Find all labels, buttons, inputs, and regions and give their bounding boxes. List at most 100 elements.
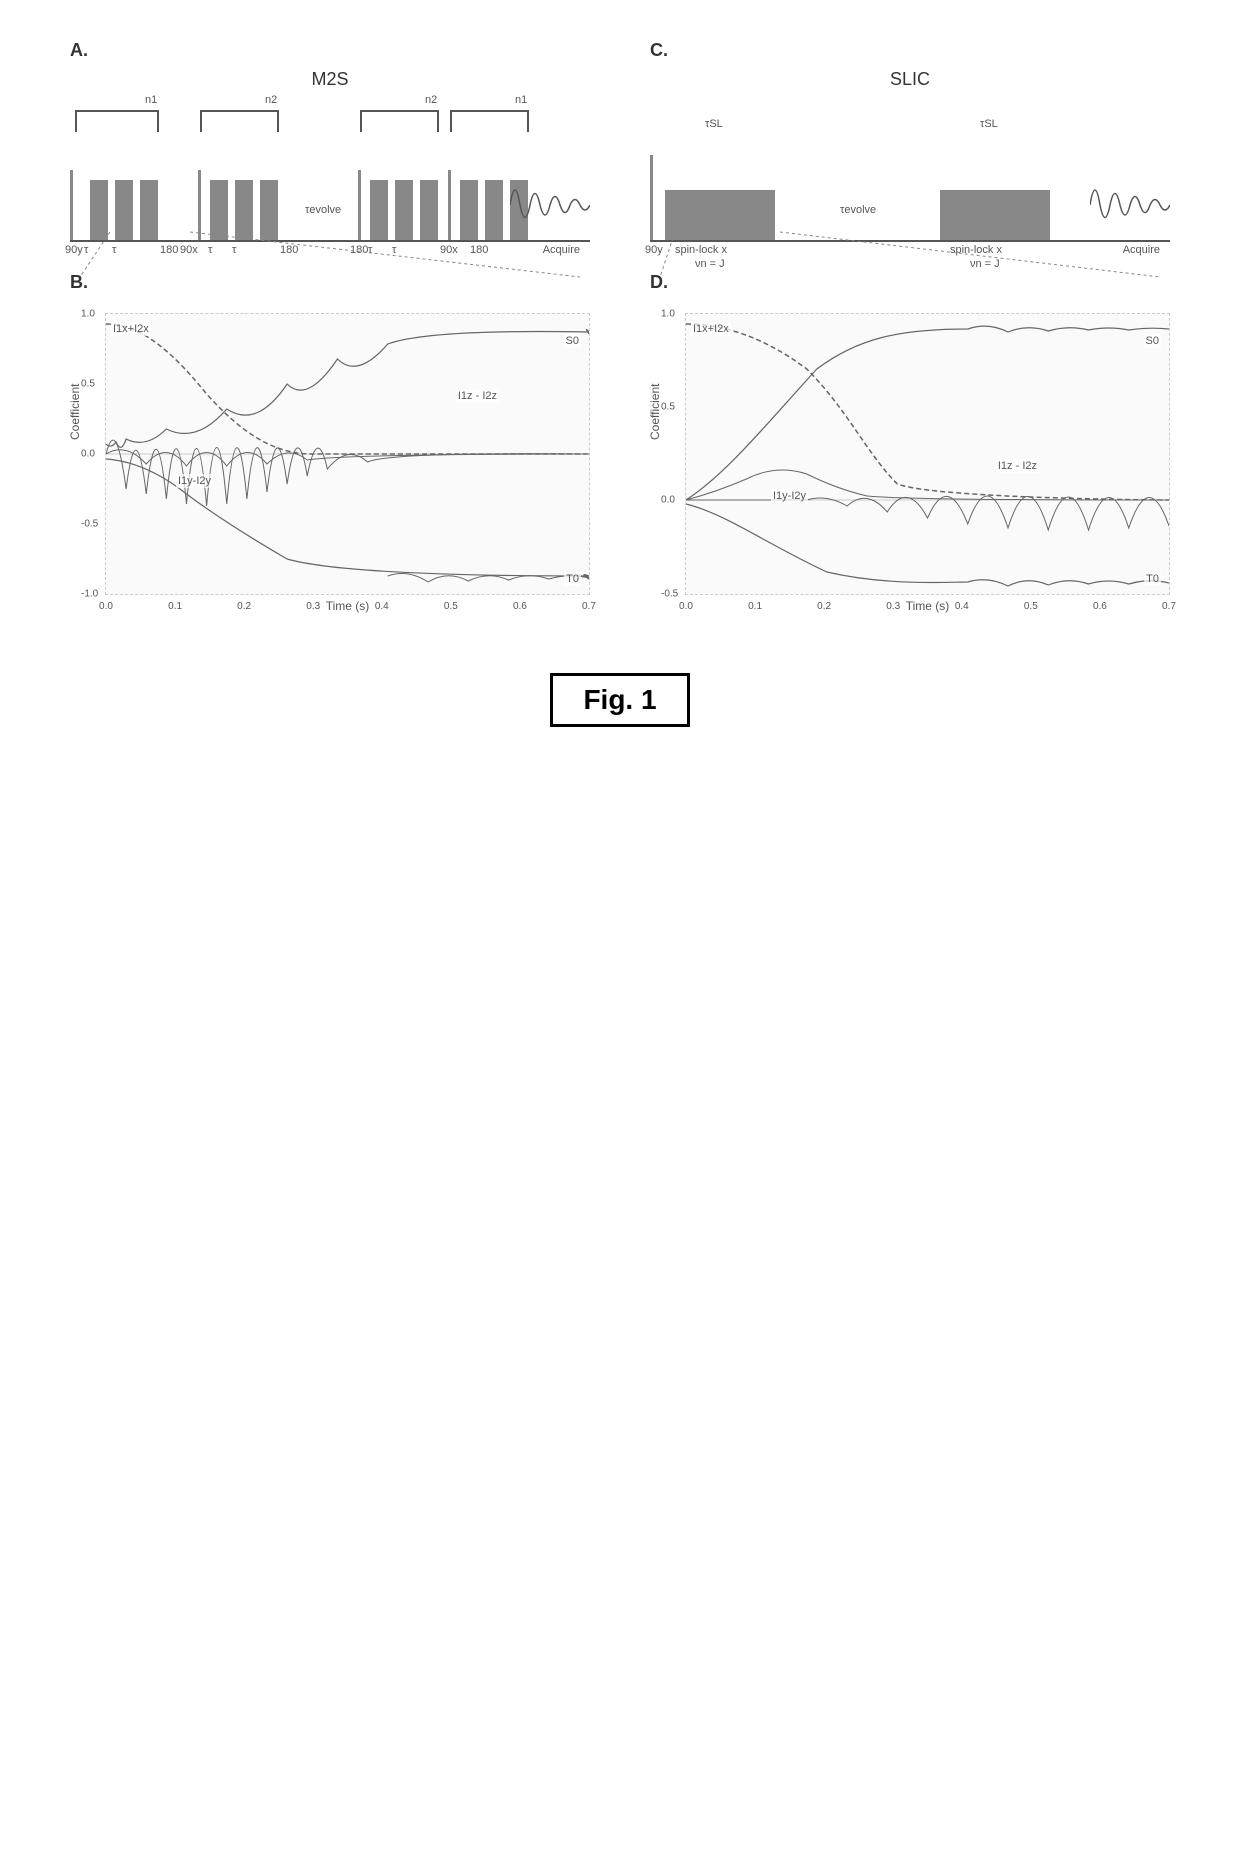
xtick: 0.6 xyxy=(513,601,527,612)
ytick: -0.5 xyxy=(661,589,678,600)
xtick: 0.4 xyxy=(375,601,389,612)
n1-label-left: n1 xyxy=(145,94,157,106)
spinlock-label-2: spin-lock x xyxy=(950,244,1002,256)
pulse-thin-3 xyxy=(358,170,361,240)
tau-2: τ xyxy=(112,244,116,256)
acquire-label-left: Acquire xyxy=(543,244,580,256)
spinlock-block-2 xyxy=(940,190,1050,240)
xtick: 0.3 xyxy=(886,601,900,612)
ytick: 1.0 xyxy=(81,309,95,320)
xtick: 0.2 xyxy=(237,601,251,612)
curve-label: I1z - I2z xyxy=(456,389,499,403)
panel-label-d: D. xyxy=(650,272,1170,293)
xtick: 0.5 xyxy=(444,601,458,612)
ytick: 0.0 xyxy=(81,449,95,460)
chart-svg-left xyxy=(106,314,589,594)
left-title: M2S xyxy=(70,69,590,90)
xtick: 0.7 xyxy=(1162,601,1176,612)
pulse-thin-4 xyxy=(448,170,451,240)
label-180-2: 180 xyxy=(280,244,298,256)
pulse-block-8 xyxy=(395,180,413,240)
tau-3: τ xyxy=(208,244,212,256)
pulse-90y-1 xyxy=(70,170,73,240)
curve-label: S0 xyxy=(1144,334,1161,348)
evolve-label-left: τevolve xyxy=(305,204,341,216)
label-180-3: 180 xyxy=(350,244,368,256)
fid-icon-right xyxy=(1090,170,1170,240)
curve-label: I1y-I2y xyxy=(176,474,213,488)
panel-label-b: B. xyxy=(70,272,590,293)
tau-1: τ xyxy=(84,244,88,256)
pulse-sequence-m2s: n1 90y τ τ 180 90x n2 τ τ 180 τevolve n2 xyxy=(70,100,590,242)
ylabel-right: Coefficient xyxy=(648,384,662,440)
n2-label-right: n2 xyxy=(425,94,437,106)
ytick: 0.0 xyxy=(661,495,675,506)
pulse-block-9 xyxy=(420,180,438,240)
spinlock-block-1 xyxy=(665,190,775,240)
chart-m2s: 1.0 0.5 0.0 -0.5 -1.0 0.0 0.1 0.2 0.3 0.… xyxy=(105,313,590,595)
pulse-90y-slic xyxy=(650,155,653,240)
chart-svg-right xyxy=(686,314,1169,594)
bracket-n1-left xyxy=(75,110,159,132)
label-90x-2: 90x xyxy=(440,244,458,256)
ytick: -0.5 xyxy=(81,519,98,530)
tau-sl-1: τSL xyxy=(705,118,723,130)
panel-label-a: A. xyxy=(70,40,590,61)
ytick: 1.0 xyxy=(661,309,675,320)
xtick: 0.0 xyxy=(99,601,113,612)
curve-label: I1y-I2y xyxy=(771,489,808,503)
figure-caption: Fig. 1 xyxy=(40,673,1200,727)
acquire-label-right: Acquire xyxy=(1123,244,1160,256)
ytick: 0.5 xyxy=(81,379,95,390)
tau-5: τ xyxy=(368,244,372,256)
pulse-block-7 xyxy=(370,180,388,240)
figure-label: Fig. 1 xyxy=(550,673,689,727)
xtick: 0.4 xyxy=(955,601,969,612)
curve-label: I1x+I2x xyxy=(111,322,151,336)
xtick: 0.3 xyxy=(306,601,320,612)
pulse-block-11 xyxy=(485,180,503,240)
pulse-block-6 xyxy=(260,180,278,240)
n2-label-left: n2 xyxy=(265,94,277,106)
pulse-thin-2 xyxy=(198,170,201,240)
panel-label-c: C. xyxy=(650,40,1170,61)
bracket-n2-right xyxy=(360,110,439,132)
nu-label-2: νn = J xyxy=(970,258,1000,270)
label-90x-1: 90x xyxy=(180,244,198,256)
pulse-block-1 xyxy=(90,180,108,240)
label-90y-slic: 90y xyxy=(645,244,663,256)
xtick: 0.1 xyxy=(748,601,762,612)
right-column: C. SLIC 90y τSL spin-lock x νn = J τevol… xyxy=(650,40,1170,613)
ytick: -1.0 xyxy=(81,589,98,600)
tau-4: τ xyxy=(232,244,236,256)
n1-label-right: n1 xyxy=(515,94,527,106)
pulse-block-2 xyxy=(115,180,133,240)
ytick: 0.5 xyxy=(661,402,675,413)
pulse-block-5 xyxy=(235,180,253,240)
tau-6: τ xyxy=(392,244,396,256)
xtick: 0.6 xyxy=(1093,601,1107,612)
curve-label: I1x+I2x xyxy=(691,322,731,336)
xtick: 0.7 xyxy=(582,601,596,612)
right-title: SLIC xyxy=(650,69,1170,90)
chart-slic: 1.0 0.5 0.0 -0.5 0.0 0.1 0.2 0.3 0.4 0.5… xyxy=(685,313,1170,595)
label-90y-1: 90y xyxy=(65,244,83,256)
figure-container: A. M2S n1 90y τ τ 180 90x n2 τ τ 180 xyxy=(40,40,1200,613)
curve-label: T0 xyxy=(564,572,581,586)
pulse-sequence-slic: 90y τSL spin-lock x νn = J τevolve τSL s… xyxy=(650,100,1170,242)
tau-sl-2: τSL xyxy=(980,118,998,130)
nu-label-1: νn = J xyxy=(695,258,725,270)
curve-label: S0 xyxy=(564,334,581,348)
spinlock-label-1: spin-lock x xyxy=(675,244,727,256)
label-180-1: 180 xyxy=(160,244,178,256)
label-180-4: 180 xyxy=(470,244,488,256)
pulse-block-4 xyxy=(210,180,228,240)
fid-icon-left xyxy=(510,170,590,240)
evolve-label-right: τevolve xyxy=(840,204,876,216)
bracket-n1-right xyxy=(450,110,529,132)
xtick: 0.5 xyxy=(1024,601,1038,612)
xtick: 0.0 xyxy=(679,601,693,612)
pulse-block-10 xyxy=(460,180,478,240)
pulse-block-3 xyxy=(140,180,158,240)
xtick: 0.2 xyxy=(817,601,831,612)
